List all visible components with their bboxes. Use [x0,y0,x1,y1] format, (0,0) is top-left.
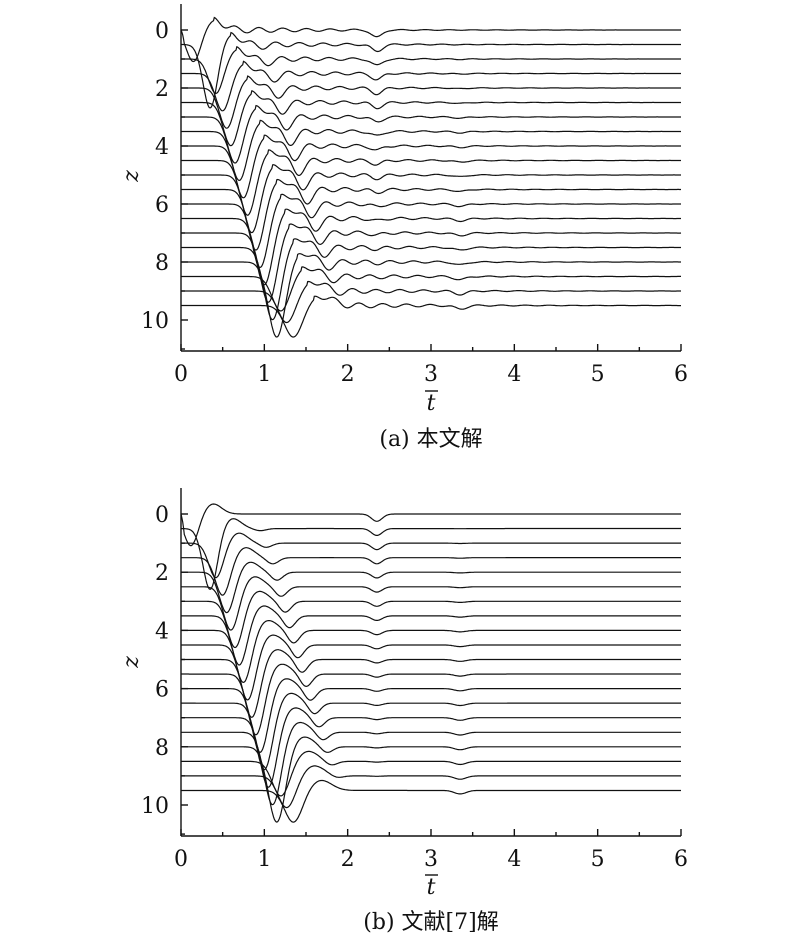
x-tick-label: 1 [257,362,271,387]
trace-line [181,620,681,684]
x-tick-label: 3 [424,847,438,872]
y-tick-label: 8 [155,736,169,761]
trace-line [181,238,681,321]
trace-line [181,736,681,823]
trace-line [181,45,681,95]
panel-a: 0 1 2 3 4 5 6 0 2 4 6 8 10 z t (a) 本文解 [119,4,688,452]
trace-line [181,75,681,129]
trace-line [181,119,681,182]
trace-line [181,649,681,718]
panel-b: 0 1 2 3 4 5 6 0 2 4 6 8 10 z t (b) 文献[7]解 [119,488,688,935]
trace-line [181,663,681,736]
y-tick-label: 0 [155,503,169,528]
trace-line [181,605,681,666]
y-tick-label: 6 [155,678,169,703]
trace-line [181,750,681,797]
trace-line [181,149,681,216]
trace-line [181,692,681,771]
trace-line [181,90,681,147]
panel-b-x-axis-label: t [427,875,436,900]
x-tick-label: 1 [257,847,271,872]
trace-line [181,532,681,579]
y-tick-label: 8 [155,251,169,276]
y-tick-label: 0 [155,19,169,44]
x-tick-label: 4 [507,847,521,872]
x-tick-label: 0 [174,847,188,872]
x-tick-label: 6 [674,847,688,872]
trace-line [180,503,681,547]
trace-line [180,518,681,590]
x-tick-label: 6 [674,362,688,387]
y-tick-label: 4 [155,135,169,160]
panel-a-caption: (a) 本文解 [379,427,482,452]
panel-b-y-axis-label: z [119,656,144,669]
panel-b-traces [180,503,681,823]
trace-line [181,253,681,338]
trace-line [181,295,681,338]
trace-line [181,590,681,649]
x-tick-label: 3 [424,362,438,387]
trace-line [181,576,681,631]
y-tick-label: 2 [155,561,169,586]
panel-b-caption: (b) 文献[7]解 [363,910,498,935]
trace-line [181,208,681,286]
panel-a-x-axis-label: t [427,391,436,416]
x-tick-label: 2 [341,847,355,872]
trace-line [181,280,681,324]
trace-line [181,164,681,234]
trace-line [181,60,681,112]
x-tick-label: 4 [507,362,521,387]
x-tick-label: 0 [174,362,188,387]
x-tick-label: 5 [591,362,605,387]
y-tick-label: 10 [141,794,169,819]
trace-line [181,193,681,269]
y-tick-label: 4 [155,619,169,644]
panel-b-ticks: 0 1 2 3 4 5 6 0 2 4 6 8 10 [141,503,688,872]
trace-line [181,779,681,823]
panel-a-ticks: 0 1 2 3 4 5 6 0 2 4 6 8 10 [141,19,688,387]
trace-line [181,104,681,164]
trace-line [180,16,681,63]
trace-line [181,634,681,701]
x-tick-label: 5 [591,847,605,872]
panel-a-traces [180,16,682,338]
trace-line [181,561,681,614]
trace-line [181,178,681,251]
trace-line [181,765,681,809]
panel-a-y-axis-label: z [119,170,144,183]
trace-line [181,31,681,109]
y-tick-label: 2 [155,77,169,102]
trace-line [181,678,681,753]
trace-line [180,547,681,596]
x-tick-label: 2 [341,362,355,387]
y-tick-label: 6 [155,193,169,218]
y-tick-label: 10 [141,309,169,334]
trace-line [181,223,682,303]
trace-line [181,134,681,199]
trace-line [181,266,681,312]
